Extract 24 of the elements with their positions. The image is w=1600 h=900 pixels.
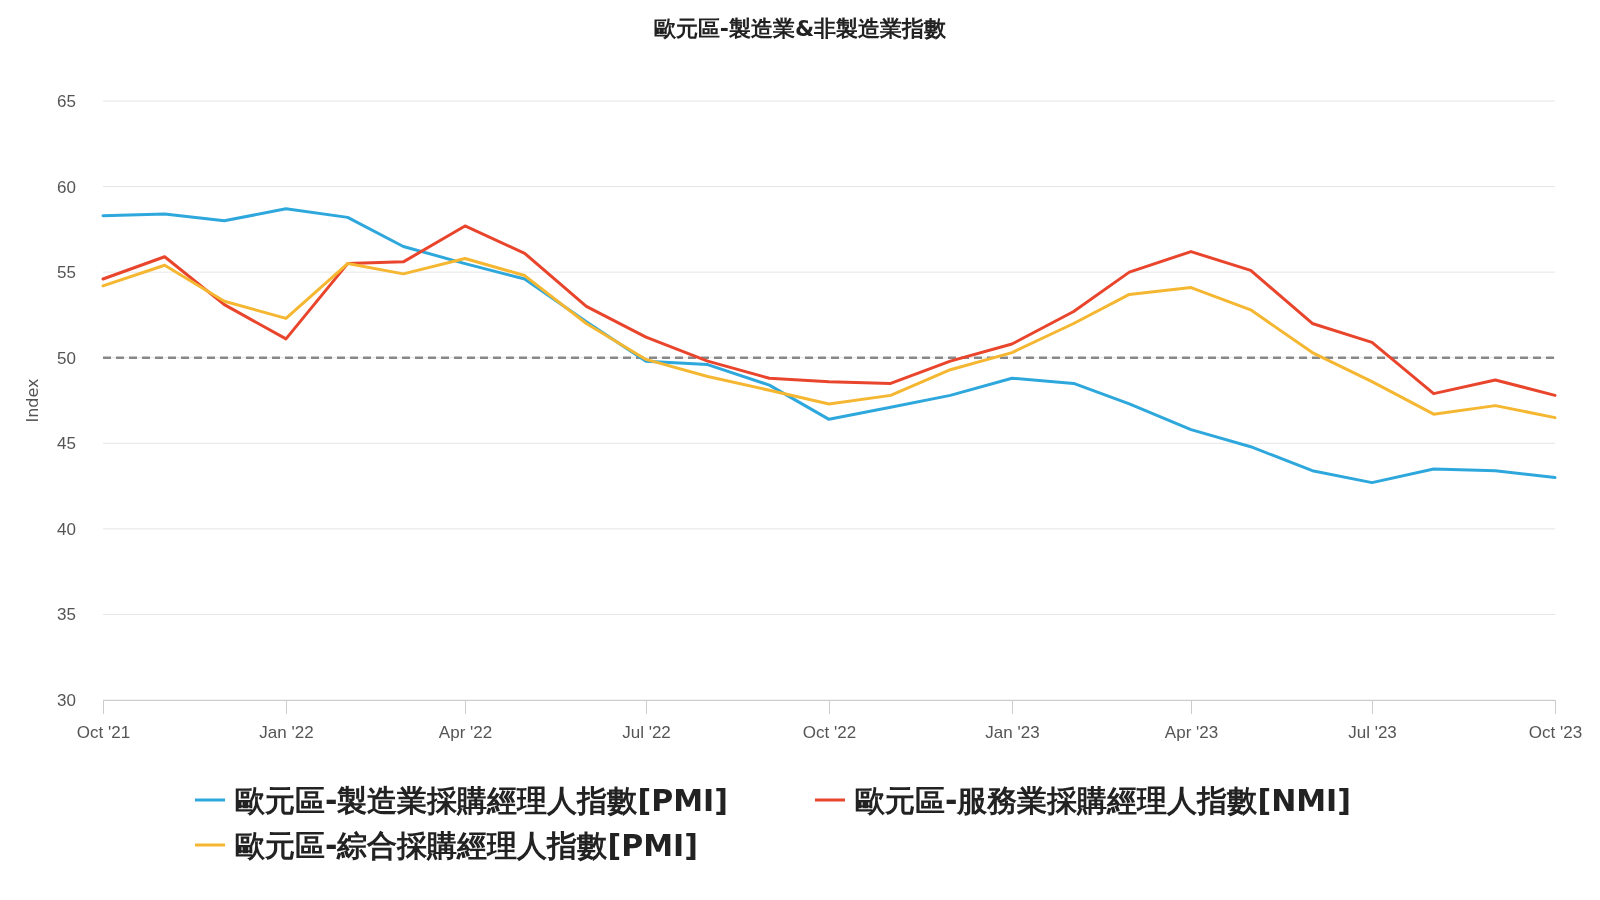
x-tick-label: Jul '23	[1348, 723, 1397, 743]
x-tick-label: Jan '22	[259, 723, 314, 743]
x-tick-label: Apr '23	[1164, 723, 1219, 743]
line-series	[101, 224, 1557, 397]
y-axis-title: Index	[23, 378, 42, 423]
line-series	[101, 256, 1557, 420]
legend-label: 歐元區-綜合採購經理人指數[PMI]	[235, 828, 698, 863]
y-tick-label: 60	[57, 177, 76, 197]
legend-label: 歐元區-服務業採購經理人指數[NMI]	[855, 783, 1351, 818]
x-tick-label: Jan '23	[985, 723, 1040, 743]
y-tick-label: 55	[57, 263, 76, 283]
y-tick-label: 50	[57, 348, 76, 368]
legend-label: 歐元區-製造業採購經理人指數[PMI]	[235, 783, 728, 818]
x-tick-label: Apr '22	[438, 723, 493, 743]
chart-title: 歐元區-製造業&非製造業指數	[653, 16, 948, 41]
x-tick-label: Oct '23	[1528, 723, 1583, 743]
y-tick-label: 30	[57, 690, 76, 710]
y-tick-label: 35	[57, 605, 76, 625]
x-tick-label: Oct '21	[76, 723, 131, 743]
y-tick-label: 65	[57, 91, 76, 111]
x-tick-label: Oct '22	[802, 723, 857, 743]
y-tick-label: 45	[57, 434, 76, 454]
x-tick-label: Jul '22	[622, 723, 671, 743]
y-tick-label: 40	[57, 519, 76, 539]
